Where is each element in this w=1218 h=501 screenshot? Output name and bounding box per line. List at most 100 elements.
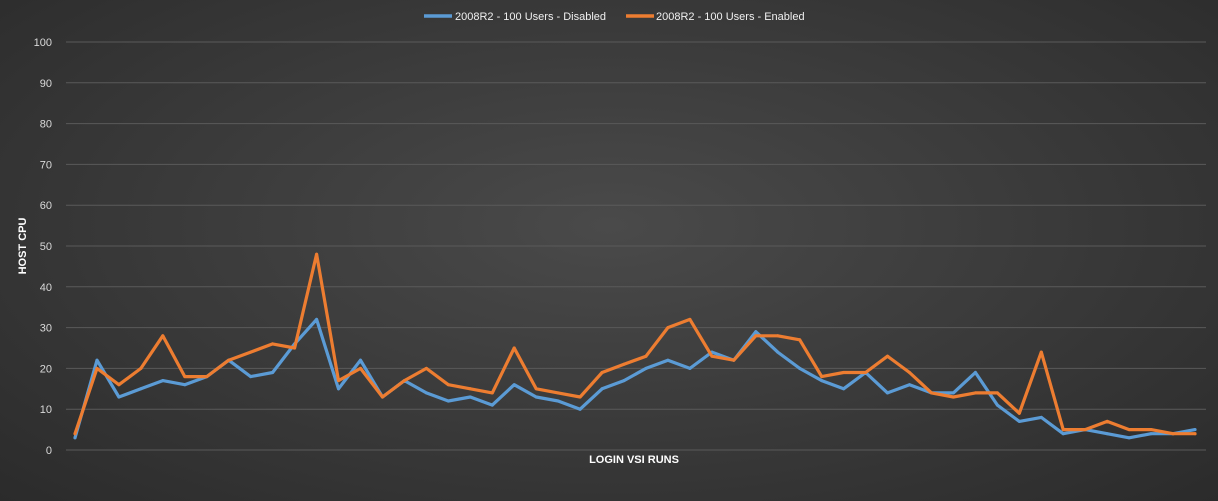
data-point-1-49 xyxy=(1149,428,1153,432)
data-point-0-27 xyxy=(666,358,670,362)
data-point-0-51 xyxy=(1193,428,1197,432)
data-point-1-33 xyxy=(798,338,802,342)
data-point-0-45 xyxy=(1061,432,1065,436)
data-point-1-42 xyxy=(995,391,999,395)
series-line-1 xyxy=(73,252,1197,436)
data-point-0-35 xyxy=(842,387,846,391)
data-point-0-38 xyxy=(908,383,911,387)
data-point-1-39 xyxy=(930,391,933,395)
data-point-1-40 xyxy=(951,395,955,399)
data-point-1-50 xyxy=(1171,432,1175,436)
y-tick-label-20: 20 xyxy=(40,363,52,375)
data-point-0-24 xyxy=(600,387,604,391)
data-point-0-34 xyxy=(820,379,824,383)
data-point-0-8 xyxy=(249,375,253,379)
y-tick-label-90: 90 xyxy=(40,78,52,90)
x-axis-title: LOGIN VSI RUNS xyxy=(589,454,679,466)
data-point-1-7 xyxy=(227,358,231,362)
data-point-0-25 xyxy=(622,379,626,383)
data-point-1-10 xyxy=(293,346,297,350)
data-point-1-8 xyxy=(249,350,253,354)
legend-label-disabled: 2008R2 - 100 Users - Disabled xyxy=(455,11,606,23)
data-point-0-9 xyxy=(271,371,275,374)
y-tick-label-50: 50 xyxy=(40,241,52,253)
data-point-0-26 xyxy=(644,366,648,370)
data-point-1-2 xyxy=(117,383,121,387)
data-point-1-48 xyxy=(1127,428,1131,432)
data-point-0-49 xyxy=(1149,432,1153,436)
data-point-0-12 xyxy=(337,387,340,391)
data-point-1-34 xyxy=(820,375,824,379)
data-point-1-0 xyxy=(73,432,77,436)
data-point-1-22 xyxy=(556,391,560,395)
data-point-1-3 xyxy=(139,366,143,370)
data-point-1-20 xyxy=(512,346,516,350)
data-point-1-24 xyxy=(600,371,604,374)
data-point-1-29 xyxy=(710,354,714,358)
y-tick-label-30: 30 xyxy=(40,323,52,335)
data-point-0-43 xyxy=(1017,419,1021,423)
data-point-1-38 xyxy=(908,371,911,374)
data-point-0-48 xyxy=(1127,436,1131,440)
data-point-1-15 xyxy=(402,379,406,383)
data-point-0-19 xyxy=(490,403,494,407)
data-point-0-32 xyxy=(776,350,780,354)
data-point-0-33 xyxy=(798,366,802,370)
data-point-1-43 xyxy=(1017,411,1021,415)
data-point-0-37 xyxy=(886,391,889,395)
data-point-1-46 xyxy=(1083,428,1087,432)
series-0 xyxy=(73,317,1197,440)
data-point-0-4 xyxy=(161,379,165,383)
data-point-0-1 xyxy=(95,358,99,362)
series-lines xyxy=(73,252,1197,440)
y-axis-tick-labels: 0 10 20 30 40 50 60 70 80 90 100 xyxy=(34,37,52,457)
legend-label-enabled: 2008R2 - 100 Users - Enabled xyxy=(656,11,805,23)
data-point-0-41 xyxy=(973,371,977,374)
data-point-1-47 xyxy=(1105,419,1109,423)
data-point-0-3 xyxy=(139,387,143,391)
data-point-0-21 xyxy=(534,395,538,399)
y-tick-label-60: 60 xyxy=(40,200,52,212)
data-point-1-18 xyxy=(468,387,472,391)
y-tick-label-80: 80 xyxy=(40,119,52,131)
data-point-0-23 xyxy=(578,407,582,411)
data-point-1-51 xyxy=(1193,432,1197,436)
data-point-1-31 xyxy=(754,334,758,338)
y-tick-label-70: 70 xyxy=(40,159,52,171)
data-point-1-16 xyxy=(424,366,428,370)
data-point-1-23 xyxy=(578,395,582,399)
data-point-1-12 xyxy=(337,379,340,383)
data-point-1-5 xyxy=(183,375,187,379)
data-point-1-9 xyxy=(271,342,275,346)
data-point-0-16 xyxy=(424,391,428,395)
data-point-1-13 xyxy=(359,366,362,370)
data-point-1-14 xyxy=(381,395,384,399)
data-point-1-35 xyxy=(842,371,846,374)
data-point-1-11 xyxy=(315,252,319,256)
data-point-0-2 xyxy=(117,395,121,399)
legend: 2008R2 - 100 Users - Disabled 2008R2 - 1… xyxy=(424,11,805,23)
data-point-0-0 xyxy=(73,436,77,440)
data-point-0-17 xyxy=(446,399,450,403)
data-point-0-28 xyxy=(688,366,692,370)
data-point-1-21 xyxy=(534,387,538,391)
gridlines xyxy=(66,41,1206,451)
data-point-1-45 xyxy=(1061,428,1065,432)
data-point-1-17 xyxy=(446,383,450,387)
data-point-0-18 xyxy=(468,395,472,399)
y-tick-label-100: 100 xyxy=(34,37,52,49)
data-point-1-32 xyxy=(776,334,780,338)
data-point-0-13 xyxy=(359,358,362,362)
data-point-1-4 xyxy=(161,334,165,338)
data-point-1-25 xyxy=(622,362,626,366)
data-point-1-37 xyxy=(886,354,889,358)
data-point-0-47 xyxy=(1105,432,1109,436)
data-point-0-31 xyxy=(754,330,758,334)
data-point-0-11 xyxy=(315,317,319,321)
y-tick-label-10: 10 xyxy=(40,404,52,416)
data-point-0-42 xyxy=(995,403,999,407)
data-point-0-5 xyxy=(183,383,187,387)
data-point-0-20 xyxy=(512,383,516,387)
data-point-1-1 xyxy=(95,366,99,370)
